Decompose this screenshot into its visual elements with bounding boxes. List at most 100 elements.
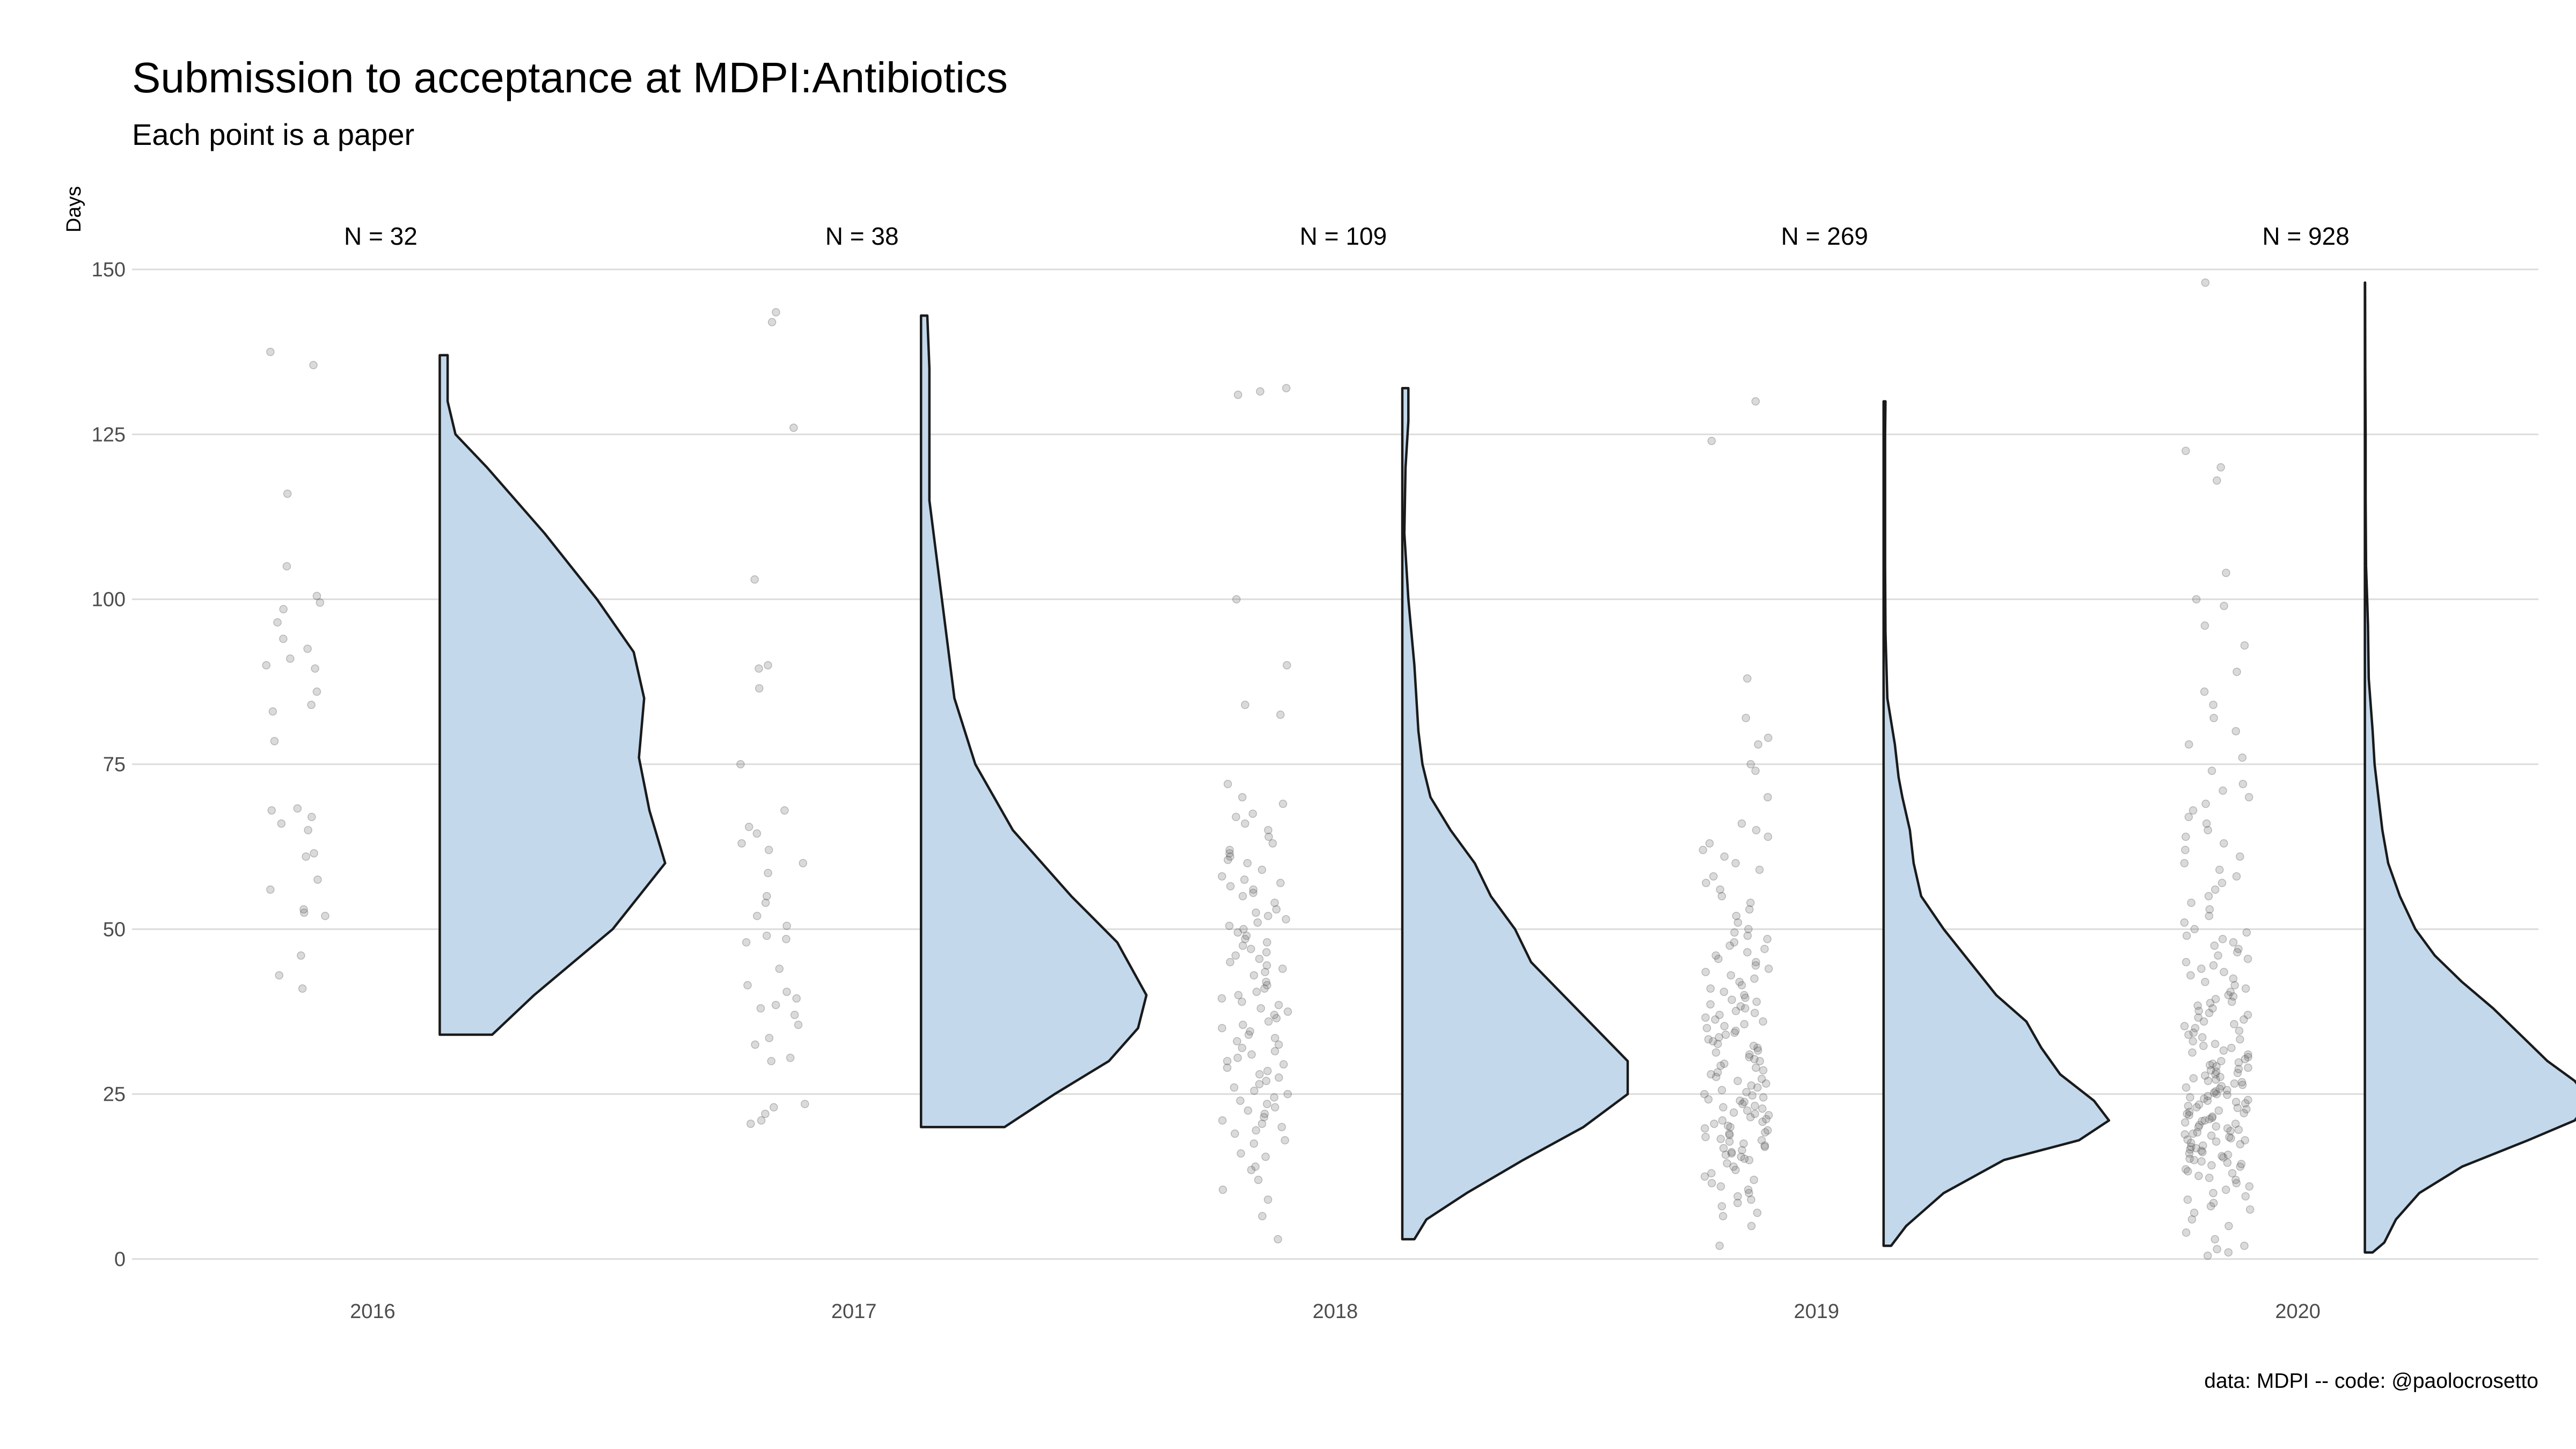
point-2017-37	[767, 318, 777, 327]
point-2019-40	[1710, 1119, 1718, 1128]
point-2020-74	[2194, 1100, 2204, 1109]
point-2020-67	[2240, 1109, 2248, 1118]
point-2018-29	[1255, 1070, 1264, 1079]
point-2019-128	[1717, 892, 1726, 901]
point-2020-185	[2209, 714, 2218, 722]
point-2019-52	[1738, 1100, 1747, 1108]
point-2017-35	[750, 575, 759, 584]
n-label-2016: N = 32	[344, 222, 418, 250]
point-2019-119	[1730, 938, 1739, 947]
point-2018-33	[1223, 1057, 1232, 1065]
point-2019-139	[1737, 819, 1746, 828]
point-2018-12	[1252, 1126, 1261, 1135]
point-2017-27	[737, 839, 746, 848]
point-2020-111	[2244, 1050, 2252, 1059]
point-2018-42	[1246, 1027, 1255, 1036]
point-2018-34	[1233, 1053, 1242, 1062]
point-2018-98	[1248, 809, 1257, 818]
point-2019-65	[1758, 1074, 1766, 1084]
point-2020-63	[2208, 1114, 2216, 1122]
point-2019-133	[1731, 859, 1740, 868]
point-2019-10	[1716, 1182, 1725, 1191]
point-2020-102	[2234, 1065, 2243, 1073]
point-2018-52	[1217, 994, 1226, 1003]
point-2019-20	[1737, 1152, 1746, 1161]
point-2020-22	[2183, 1167, 2192, 1176]
point-2020-155	[2218, 935, 2227, 943]
point-2020-89	[2217, 1082, 2226, 1091]
point-2018-24	[1250, 1086, 1258, 1095]
point-2018-49	[1256, 1004, 1265, 1013]
point-2018-55	[1260, 984, 1269, 993]
point-2018-57	[1262, 977, 1271, 986]
point-2020-122	[2235, 1026, 2244, 1035]
point-2020-31	[2219, 1153, 2228, 1162]
point-2018-69	[1241, 935, 1249, 943]
point-2019-115	[1711, 951, 1720, 960]
point-2019-31	[1716, 1135, 1725, 1144]
point-2017-24	[764, 869, 772, 877]
point-2019-106	[1737, 981, 1746, 990]
point-2016-25	[279, 605, 288, 613]
point-2020-179	[2219, 786, 2227, 795]
point-2018-53	[1234, 991, 1243, 1000]
point-2019-13	[1700, 1172, 1709, 1181]
point-2017-31	[736, 760, 745, 769]
point-2020-4	[2211, 1235, 2219, 1243]
point-2020-43	[2212, 1137, 2221, 1146]
point-2016-10	[304, 826, 312, 835]
point-2019-42	[1718, 1116, 1727, 1125]
point-2019-127	[1746, 898, 1755, 907]
point-2018-8	[1236, 1149, 1245, 1158]
point-2019-25	[1719, 1144, 1728, 1153]
point-2017-2	[761, 1109, 770, 1118]
point-2019-68	[1713, 1068, 1722, 1077]
point-2019-34	[1725, 1129, 1734, 1138]
point-2020-151	[2233, 948, 2242, 957]
point-2020-6	[2224, 1221, 2233, 1231]
point-2017-25	[799, 859, 808, 868]
point-2019-118	[1725, 941, 1734, 950]
point-2020-175	[2184, 813, 2193, 822]
point-2019-98	[1736, 1002, 1745, 1011]
point-2020-159	[2180, 918, 2189, 927]
point-2019-78	[1753, 1046, 1762, 1055]
point-2019-77	[1711, 1048, 1721, 1057]
point-2020-72	[2192, 1103, 2201, 1112]
point-2020-131	[2194, 1007, 2203, 1015]
point-2020-178	[2244, 793, 2253, 802]
point-2019-64	[1733, 1077, 1742, 1085]
point-2020-130	[2205, 1008, 2214, 1018]
point-2019-70	[1752, 1063, 1760, 1072]
point-2020-85	[2211, 1087, 2220, 1096]
point-2020-54	[2223, 1124, 2232, 1133]
point-2019-79	[1753, 1043, 1762, 1052]
point-2020-98	[2211, 1070, 2220, 1079]
point-2019-95	[1750, 1008, 1759, 1018]
point-2019-72	[1720, 1059, 1729, 1068]
violin-2020	[2363, 281, 2576, 1254]
point-2019-51	[1751, 1102, 1759, 1110]
point-2020-169	[2236, 852, 2244, 861]
point-2020-66	[2183, 1109, 2191, 1118]
point-2019-94	[1715, 1011, 1724, 1019]
point-2018-64	[1231, 951, 1240, 960]
point-2020-41	[2236, 1140, 2245, 1148]
point-2016-20	[262, 661, 270, 670]
point-2020-104	[2212, 1062, 2221, 1071]
point-2018-76	[1264, 911, 1272, 920]
point-2019-19	[1740, 1154, 1749, 1163]
point-2019-59	[1742, 1088, 1751, 1096]
point-2016-3	[321, 911, 330, 920]
point-2019-76	[1745, 1050, 1754, 1059]
point-2020-135	[2227, 997, 2236, 1006]
point-2017-1	[757, 1116, 766, 1125]
point-2019-5	[1733, 1198, 1742, 1208]
point-2018-1	[1258, 1212, 1267, 1220]
point-2017-29	[744, 823, 753, 831]
point-2020-14	[2209, 1189, 2218, 1197]
point-2020-40	[2199, 1141, 2207, 1150]
point-2020-118	[2236, 1035, 2244, 1044]
point-2020-196	[2182, 447, 2190, 455]
